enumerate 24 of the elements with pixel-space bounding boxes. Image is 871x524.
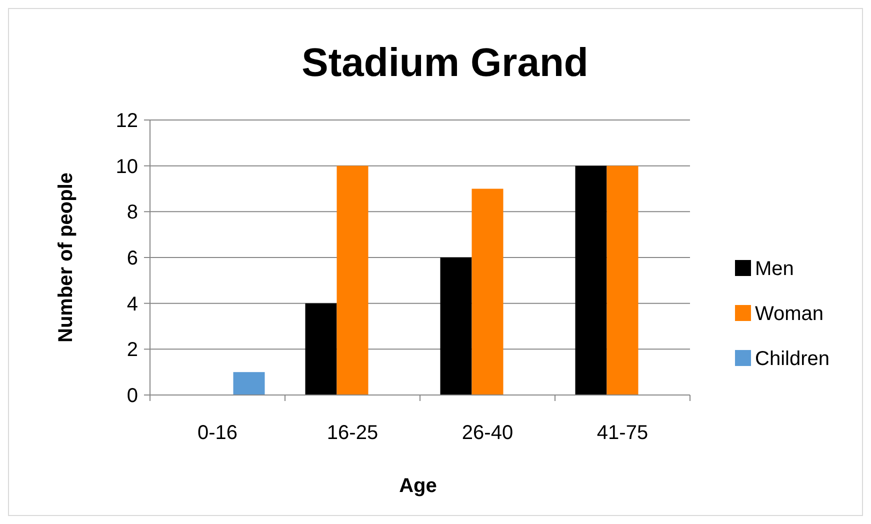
y-tick-label: 12	[116, 110, 138, 132]
y-tick-label: 8	[126, 202, 138, 224]
x-tick-label: 41-75	[596, 422, 648, 444]
x-tick-label: 16-25	[326, 422, 378, 444]
y-tick-label: 0	[126, 385, 138, 407]
bar	[305, 303, 337, 395]
bar	[336, 166, 368, 395]
x-tick-label: 0-16	[197, 422, 238, 444]
x-tick-label: 26-40	[462, 422, 514, 444]
y-axis-title: Number of people	[55, 172, 77, 343]
y-tick-label: 10	[116, 156, 138, 178]
bar	[606, 166, 638, 395]
y-tick-label: 6	[126, 248, 138, 270]
y-tick-label: 4	[126, 293, 138, 316]
y-tick-label: 2	[126, 339, 138, 362]
legend-label: Children	[755, 348, 830, 370]
chart-title: Stadium Grand	[302, 41, 588, 85]
bar	[575, 166, 607, 395]
bar	[233, 372, 265, 395]
legend-label: Men	[755, 258, 794, 280]
legend-label: Woman	[755, 303, 824, 325]
x-axis-title: Age	[399, 475, 437, 497]
bar	[472, 188, 504, 395]
bar	[440, 258, 472, 395]
